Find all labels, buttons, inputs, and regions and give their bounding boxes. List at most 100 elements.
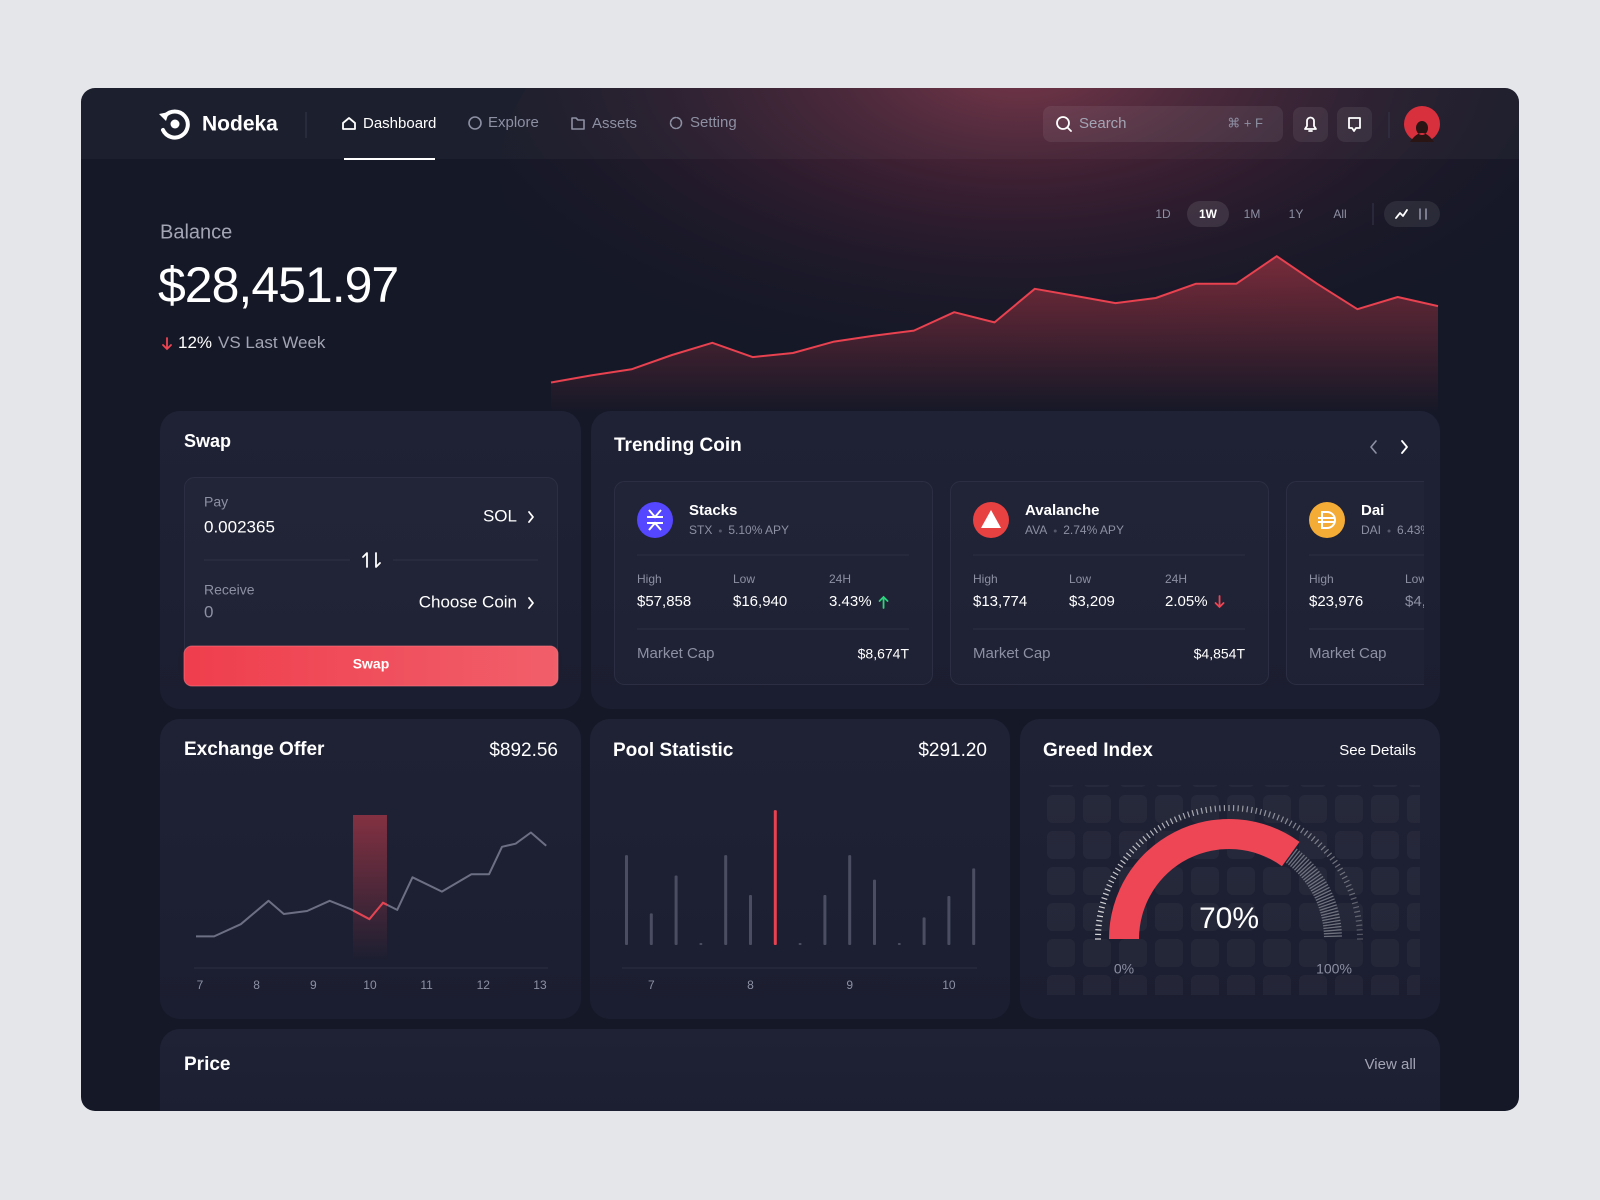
coin-name: Dai [1361, 502, 1384, 519]
see-details-link[interactable]: See Details [1339, 742, 1416, 759]
x-tick-label: 13 [533, 978, 547, 992]
balance-amount: $28,451.97 [158, 257, 398, 313]
gauge-dial-tick [1307, 833, 1312, 839]
gauge-remainder [1299, 863, 1314, 877]
balance-change: 12% VS Last Week [178, 333, 326, 352]
gauge-dial-tick [1146, 833, 1151, 839]
gauge-dial-tick [1112, 871, 1119, 876]
range-option[interactable]: All [1333, 207, 1346, 221]
gauge-dial-tick [1280, 816, 1285, 823]
bar [749, 894, 752, 945]
gauge-dial-tick [1196, 808, 1199, 815]
gauge-dial-tick [1296, 825, 1301, 831]
app-frame: Nodeka Dashboard Explore Assets Setting … [81, 88, 1600, 1111]
line-highlight [352, 831, 387, 938]
receive-amount[interactable]: 0 [204, 602, 213, 621]
gauge-dial-tick [1320, 845, 1326, 851]
x-tick-label: 9 [310, 978, 317, 992]
stat-label: Low [733, 572, 755, 586]
gauge-dial-tick [1132, 845, 1138, 851]
pay-amount[interactable]: 0.002365 [204, 517, 275, 536]
nav-item[interactable]: Assets [592, 115, 637, 132]
card-title: Trending Coin [614, 435, 742, 456]
range-option[interactable]: 1M [1244, 207, 1261, 221]
search-box[interactable] [1043, 106, 1283, 142]
change-caption: VS Last Week [218, 333, 326, 352]
stat-value: $4,0 [1405, 593, 1434, 610]
greed-background [1040, 785, 1420, 995]
notification-button[interactable] [1293, 107, 1328, 142]
gauge-dial-tick [1117, 863, 1124, 868]
setting-icon [669, 116, 683, 130]
range-selector: 1D 1W 1M 1Y All [1155, 201, 1347, 227]
gauge-tick-label: 100% [1316, 961, 1352, 977]
bar [798, 942, 802, 945]
x-tick-label: 10 [363, 978, 377, 992]
help-button[interactable] [1337, 107, 1372, 142]
gauge-remainder [1304, 870, 1320, 883]
line-icon [1395, 209, 1408, 219]
bar [724, 855, 728, 945]
gauge-dial-tick [1351, 901, 1358, 905]
coin-icon [637, 502, 673, 538]
nav-item[interactable]: Dashboard [363, 115, 436, 132]
gauge-dial-tick [1345, 883, 1352, 888]
x-tick-label: 12 [477, 978, 491, 992]
gauge-dial-tick [1314, 839, 1320, 845]
gauge-remainder [1290, 852, 1303, 868]
gauge-value-label: 70% [1199, 902, 1259, 935]
range-option[interactable]: 1W [1199, 207, 1218, 221]
gauge-remainder [1295, 858, 1310, 873]
gauge-remainder [1307, 875, 1324, 887]
gauge-dial-tick [1337, 867, 1343, 872]
pay-coin[interactable]: SOL [483, 506, 517, 525]
range-option[interactable]: 1Y [1289, 207, 1304, 221]
gauge-dial-tick [1187, 811, 1191, 818]
coin-card[interactable] [950, 481, 1269, 685]
gauge-dial-tick [1169, 818, 1174, 825]
gauge-dial-tick [1246, 806, 1249, 813]
next-button[interactable] [1401, 440, 1408, 454]
gauge-dial-tick [1200, 807, 1203, 814]
gauge-value-arc [1109, 819, 1300, 939]
gauge-remainder [1309, 878, 1326, 890]
gauge-remainder [1320, 907, 1338, 914]
x-tick-label: 7 [197, 978, 204, 992]
stat-label: High [973, 572, 998, 586]
coin-glyph [981, 510, 1001, 528]
coin-card[interactable] [614, 481, 933, 685]
card-total: $892.56 [489, 740, 558, 761]
gauge-dial-tick [1209, 806, 1212, 813]
gauge-dial-tick [1191, 810, 1195, 817]
swap-button[interactable] [183, 645, 559, 687]
bar [649, 913, 653, 945]
range-option[interactable]: 1D [1155, 207, 1171, 221]
view-all-link[interactable]: View all [1365, 1056, 1416, 1073]
search-icon [1056, 116, 1070, 130]
home-icon [342, 117, 356, 130]
balance-label: Balance [160, 221, 232, 243]
coin-ticker: DAI [1361, 523, 1381, 537]
coin-card[interactable] [1286, 481, 1600, 685]
gauge-dial-tick [1135, 842, 1141, 848]
prev-button[interactable] [1370, 440, 1377, 454]
nav-underline [344, 158, 435, 160]
exchange-chart: 7 8 9 10 11 12 13 [196, 815, 547, 992]
gauge-remainder [1315, 892, 1333, 901]
chart-type-toggle[interactable] [1384, 201, 1440, 227]
market-cap-value: $8,674T [858, 646, 910, 662]
nav-item[interactable]: Explore [488, 114, 539, 131]
swap-card [160, 411, 581, 709]
stat-value: 3.43% [829, 593, 872, 610]
swap-direction-icon[interactable] [362, 552, 381, 568]
gauge-dial-tick [1095, 924, 1102, 927]
area-fill [551, 256, 1438, 413]
nav-item[interactable]: Setting [690, 114, 737, 131]
gauge-dial-tick [1288, 820, 1293, 827]
logo [159, 109, 190, 140]
gauge-dial-tick [1323, 848, 1329, 854]
coin-name: Stacks [689, 502, 737, 519]
gauge-remainder [1287, 850, 1301, 866]
stat-value: 2.05% [1165, 593, 1208, 610]
receive-coin[interactable]: Choose Coin [419, 592, 517, 611]
